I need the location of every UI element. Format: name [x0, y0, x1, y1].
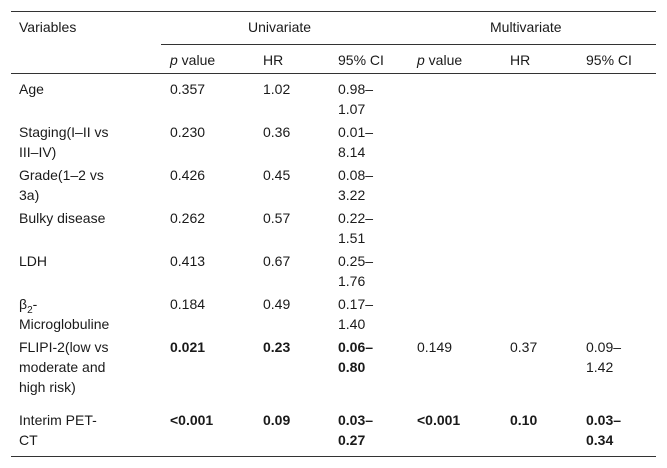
row-p-value: <0.001: [170, 412, 214, 428]
row-ci-line1: 0.08–: [338, 167, 374, 183]
row-variable: FLIPI-2(low vs: [19, 339, 109, 355]
row-ci-line1: 0.22–: [338, 210, 374, 226]
row-variable: LDH: [19, 253, 48, 269]
row-hr: 0.45: [263, 167, 291, 183]
row-ci-line2: 3.22: [338, 187, 366, 203]
row-variable: Interim PET-: [19, 412, 97, 428]
row-variable-line2: Microglobuline: [19, 316, 110, 332]
row-ci-line2: 8.14: [338, 144, 366, 160]
header-multivariate: Multivariate: [490, 19, 562, 35]
subheader-multi-p-italic: p: [417, 52, 425, 68]
row-ci-line2: 1.40: [338, 316, 366, 332]
row-hr: 0.23: [263, 339, 291, 355]
row-variable: Staging(I–II vs: [19, 124, 109, 140]
subheader-multi-p-rest: value: [424, 52, 463, 68]
beta-hyphen: -: [32, 296, 38, 312]
row-hr: 0.57: [263, 210, 291, 226]
beta-symbol: β: [19, 296, 28, 312]
univariate-underline: [161, 44, 408, 45]
header-univariate: Univariate: [248, 19, 312, 35]
row-hr: 1.02: [263, 81, 291, 97]
row-ci-line2: 1.51: [338, 230, 366, 246]
row-multi-ci-line1: 0.03–: [586, 412, 622, 428]
row-ci-line1: 0.17–: [338, 296, 374, 312]
row-hr: 0.09: [263, 412, 291, 428]
header-variables: Variables: [19, 19, 77, 35]
subheader-multi-ci: 95% CI: [586, 52, 632, 68]
row-multi-p-value: <0.001: [417, 412, 461, 428]
row-p-value: 0.413: [170, 253, 206, 269]
row-p-value: 0.262: [170, 210, 206, 226]
top-rule: [11, 11, 656, 12]
multivariate-underline: [408, 44, 656, 45]
row-ci-line1: 0.03–: [338, 412, 374, 428]
row-multi-ci-line2: 1.42: [586, 359, 614, 375]
row-variable-line2: CT: [19, 432, 38, 448]
row-ci-line2: 0.80: [338, 359, 366, 375]
row-ci-line1: 0.01–: [338, 124, 374, 140]
row-hr: 0.49: [263, 296, 291, 312]
row-multi-p-value: 0.149: [417, 339, 453, 355]
beta-subscript: 2: [27, 304, 33, 316]
subheader-multi-p: p value: [417, 50, 462, 70]
row-ci-line2: 1.07: [338, 101, 366, 117]
row-p-value: 0.357: [170, 81, 206, 97]
row-p-value: 0.230: [170, 124, 206, 140]
subheader-uni-p: p value: [170, 50, 215, 70]
row-variable-line3: high risk): [19, 379, 76, 395]
row-multi-ci-line2: 0.34: [586, 432, 614, 448]
row-variable-line2: 3a): [19, 187, 40, 203]
subheader-uni-p-rest: value: [177, 52, 216, 68]
row-variable-line2: moderate and: [19, 359, 106, 375]
header-bottom-rule: [11, 73, 656, 74]
row-multi-hr: 0.37: [510, 339, 538, 355]
subheader-uni-hr: HR: [263, 52, 284, 68]
row-p-value: 0.021: [170, 339, 206, 355]
row-ci-line2: 0.27: [338, 432, 366, 448]
row-multi-ci-line1: 0.09–: [586, 339, 622, 355]
row-ci-line2: 1.76: [338, 273, 366, 289]
bottom-rule: [11, 456, 656, 457]
row-variable: β2-: [19, 294, 37, 321]
row-variable: Age: [19, 81, 44, 97]
row-p-value: 0.184: [170, 296, 206, 312]
row-variable: Grade(1–2 vs: [19, 167, 104, 183]
row-variable-line2: III–IV): [19, 144, 57, 160]
subheader-multi-hr: HR: [510, 52, 531, 68]
row-ci-line1: 0.98–: [338, 81, 374, 97]
row-hr: 0.67: [263, 253, 291, 269]
row-p-value: 0.426: [170, 167, 206, 183]
row-multi-hr: 0.10: [510, 412, 538, 428]
row-ci-line1: 0.06–: [338, 339, 374, 355]
row-variable: Bulky disease: [19, 210, 106, 226]
subheader-uni-p-italic: p: [170, 52, 178, 68]
row-ci-line1: 0.25–: [338, 253, 374, 269]
row-hr: 0.36: [263, 124, 291, 140]
subheader-uni-ci: 95% CI: [338, 52, 384, 68]
